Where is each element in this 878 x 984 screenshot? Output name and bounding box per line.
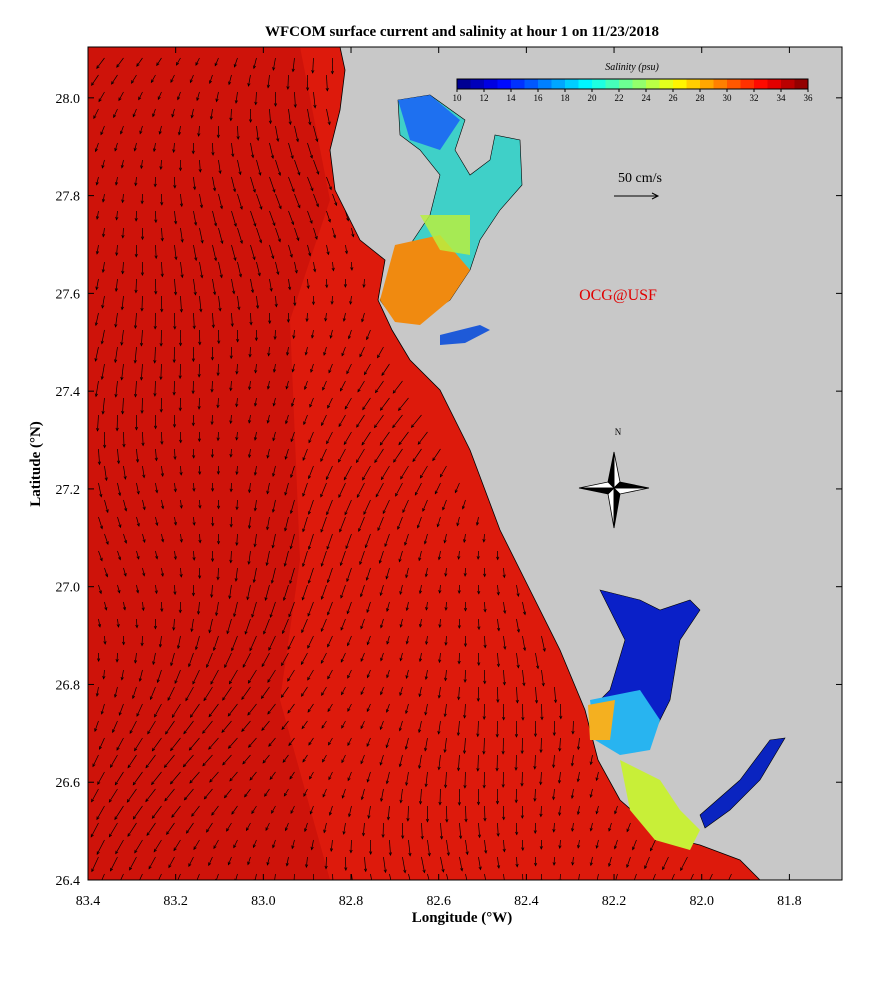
colorbar-tick-label: 18 [561, 93, 571, 103]
north-label: N [615, 427, 622, 437]
colorbar-cell [511, 79, 525, 89]
colorbar-cell [592, 79, 606, 89]
y-tick-label: 26.4 [56, 874, 81, 889]
colorbar-cell [565, 79, 579, 89]
y-tick-label: 27.8 [56, 190, 81, 205]
colorbar-tick-label: 34 [777, 93, 787, 103]
x-tick-label: 82.2 [602, 894, 627, 909]
y-tick-label: 28.0 [56, 92, 81, 107]
x-tick-label: 82.8 [339, 894, 364, 909]
colorbar-cell [498, 79, 512, 89]
colorbar-cell [660, 79, 674, 89]
colorbar-cell [754, 79, 768, 89]
colorbar-tick-label: 22 [615, 93, 624, 103]
colorbar-cell [552, 79, 566, 89]
y-tick-label: 27.6 [56, 287, 81, 302]
colorbar-cell [484, 79, 498, 89]
offshore-salinity [88, 47, 330, 880]
y-tick-label: 26.6 [56, 776, 81, 791]
x-tick-label: 82.6 [426, 894, 451, 909]
x-tick-label: 83.4 [76, 894, 101, 909]
colorbar-tick-label: 28 [696, 93, 706, 103]
colorbar-tick-label: 26 [669, 93, 679, 103]
x-tick-label: 83.0 [251, 894, 276, 909]
y-tick-label: 27.4 [56, 385, 81, 400]
colorbar-cell [619, 79, 633, 89]
colorbar-cell [727, 79, 741, 89]
x-tick-label: 83.2 [163, 894, 188, 909]
colorbar-tick-label: 32 [750, 93, 759, 103]
colorbar-cell [538, 79, 552, 89]
map-title: WFCOM surface current and salinity at ho… [265, 24, 659, 40]
x-tick-label: 82.4 [514, 894, 539, 909]
colorbar-tick-label: 10 [453, 93, 463, 103]
colorbar-cell [741, 79, 755, 89]
map-layers [88, 47, 842, 890]
x-axis-label: Longitude (°W) [412, 910, 513, 926]
colorbar-tick-label: 36 [804, 93, 814, 103]
colorbar-tick-label: 16 [534, 93, 544, 103]
colorbar-cell [795, 79, 809, 89]
colorbar-tick-label: 30 [723, 93, 733, 103]
y-tick-label: 26.8 [56, 678, 81, 693]
colorbar-cell [457, 79, 471, 89]
colorbar-title: Salinity (psu) [605, 62, 659, 73]
x-tick-label: 82.0 [689, 894, 714, 909]
colorbar-cell [768, 79, 782, 89]
credit-label: OCG@USF [579, 287, 657, 304]
colorbar-tick-label: 14 [507, 93, 517, 103]
colorbar-cell [673, 79, 687, 89]
colorbar-cell [525, 79, 539, 89]
colorbar-cell [606, 79, 620, 89]
x-tick-label: 81.8 [777, 894, 802, 909]
colorbar-cell [646, 79, 660, 89]
colorbar-cell [781, 79, 795, 89]
colorbar-cell [687, 79, 701, 89]
colorbar-tick-label: 24 [642, 93, 652, 103]
colorbar-tick-label: 20 [588, 93, 598, 103]
colorbar-cell [633, 79, 647, 89]
y-axis-label: Latitude (°N) [28, 421, 44, 507]
colorbar-cell [700, 79, 714, 89]
colorbar-cell [714, 79, 728, 89]
colorbar-tick-label: 12 [480, 93, 489, 103]
y-tick-label: 27.2 [56, 483, 81, 498]
y-tick-label: 27.0 [56, 581, 81, 596]
scale-label: 50 cm/s [618, 171, 662, 186]
colorbar-cell [579, 79, 593, 89]
colorbar-cell [471, 79, 485, 89]
